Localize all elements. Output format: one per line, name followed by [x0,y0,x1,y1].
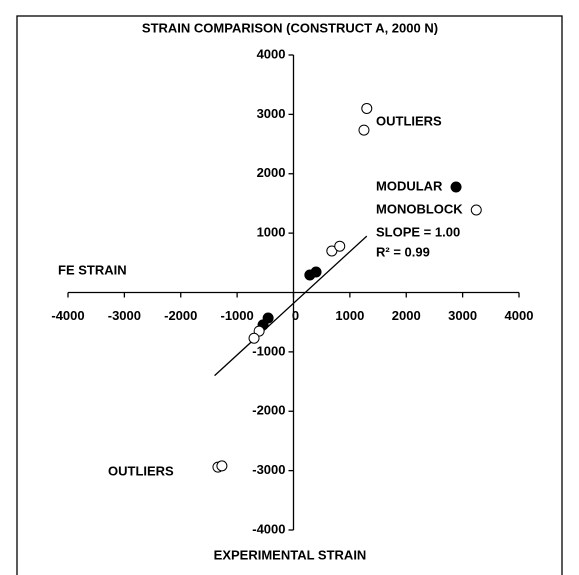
x-tick-label: 4000 [505,308,534,323]
point [248,332,260,344]
point [262,312,274,324]
annotation: SLOPE = 1.00 [376,224,460,239]
y-tick-label: -2000 [252,403,285,418]
legend-label: MONOBLOCK [376,201,463,216]
point [326,245,338,257]
y-tick-label: 3000 [257,106,286,121]
fit-line [214,235,368,377]
x-tick-label: 0 [292,308,299,323]
x-axis-label: FE STRAIN [58,262,127,277]
y-axis-label: EXPERIMENTAL STRAIN [214,547,367,562]
y-tick-label: -3000 [252,462,285,477]
point [216,460,228,472]
x-tick-label: 3000 [448,308,477,323]
point [361,102,373,114]
legend-marker [450,181,462,193]
x-tick-label: 2000 [392,308,421,323]
annotation: OUTLIERS [376,113,442,128]
x-tick-label: -3000 [108,308,141,323]
annotation: R² = 0.99 [376,244,430,259]
chart-title: STRAIN COMPARISON (CONSTRUCT A, 2000 N) [142,20,438,35]
legend-label: MODULAR [376,178,443,193]
x-tick-label: -1000 [221,308,254,323]
y-tick-label: 4000 [257,46,286,61]
point [358,124,370,136]
y-tick-label: 2000 [257,165,286,180]
x-tick-label: -2000 [164,308,197,323]
point [310,266,322,278]
point [334,240,346,252]
y-tick-label: -4000 [252,521,285,536]
frame [16,15,563,575]
x-tick-label: 1000 [335,308,364,323]
x-tick-label: -4000 [51,308,84,323]
annotation: OUTLIERS [108,463,174,478]
legend-marker [470,204,482,216]
y-tick-label: -1000 [252,343,285,358]
y-tick-label: 1000 [257,225,286,240]
